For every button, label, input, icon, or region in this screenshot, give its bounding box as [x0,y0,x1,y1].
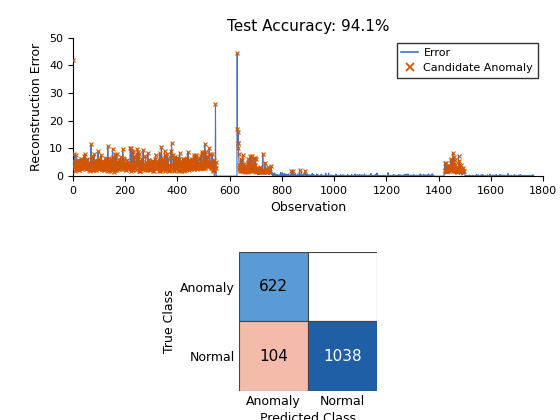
FancyBboxPatch shape [239,321,308,391]
Y-axis label: Reconstruction Error: Reconstruction Error [30,43,43,171]
Text: 104: 104 [259,349,288,364]
Legend: Error, Candidate Anomaly: Error, Candidate Anomaly [397,43,538,78]
X-axis label: Predicted Class: Predicted Class [260,412,356,420]
FancyBboxPatch shape [308,321,377,391]
Text: 1038: 1038 [323,349,362,364]
Title: Test Accuracy: 94.1%: Test Accuracy: 94.1% [227,19,389,34]
Text: 622: 622 [259,279,288,294]
X-axis label: Observation: Observation [270,202,346,215]
FancyBboxPatch shape [239,252,308,321]
FancyBboxPatch shape [308,252,377,321]
Y-axis label: True Class: True Class [163,290,176,353]
